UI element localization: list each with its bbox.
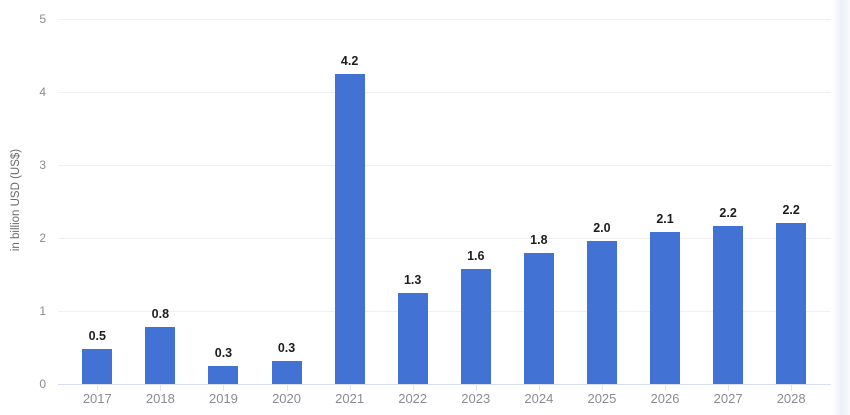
bar-value-label: 2.1 xyxy=(656,211,674,226)
bar-value-label: 0.5 xyxy=(88,328,106,343)
bar-value-label: 0.3 xyxy=(277,340,296,355)
bar-2021[interactable] xyxy=(334,73,365,384)
bar-value-label: 2.2 xyxy=(719,205,737,220)
bar-2019[interactable] xyxy=(208,365,239,384)
x-axis-tick xyxy=(97,384,99,391)
x-axis-tick xyxy=(349,384,351,391)
y-tick-label: 3 xyxy=(39,157,46,172)
bar-value-label: 1.6 xyxy=(467,248,485,263)
bar-2017[interactable] xyxy=(82,348,113,384)
bar-2018[interactable] xyxy=(145,326,176,384)
x-tick-label: 2019 xyxy=(208,391,238,406)
x-tick-label: 2020 xyxy=(272,391,301,406)
bar-value-label: 1.3 xyxy=(403,272,422,287)
y-tick-label: 4 xyxy=(39,84,46,99)
bar-2027[interactable] xyxy=(713,225,744,384)
x-tick-label: 2017 xyxy=(82,391,112,406)
bar-2023[interactable] xyxy=(460,268,491,384)
bar-value-label: 1.8 xyxy=(530,232,548,247)
y-tick-label: 5 xyxy=(39,11,46,26)
bar-2026[interactable] xyxy=(650,231,681,384)
bar-2020[interactable] xyxy=(271,360,302,384)
bar-value-label: 2.0 xyxy=(593,220,611,235)
x-axis-line xyxy=(58,383,831,385)
bar-2024[interactable] xyxy=(523,252,554,384)
bar-2022[interactable] xyxy=(397,292,428,384)
gridline xyxy=(58,18,831,20)
x-tick-label: 2027 xyxy=(713,391,743,406)
x-axis-tick xyxy=(791,384,793,391)
bar-value-label: 2.2 xyxy=(782,202,800,217)
bar-value-label: 0.8 xyxy=(151,306,170,321)
gridline xyxy=(58,237,831,239)
x-axis-tick xyxy=(475,384,477,391)
y-tick-label: 0 xyxy=(39,376,46,391)
y-tick-label: 2 xyxy=(39,230,46,245)
y-axis-title: in billion USD (US$) xyxy=(10,148,22,252)
x-tick-label: 2021 xyxy=(335,391,365,406)
x-tick-label: 2025 xyxy=(587,391,617,406)
x-tick-label: 2028 xyxy=(776,391,806,406)
x-tick-label: 2018 xyxy=(145,391,175,406)
bar-value-label: 4.2 xyxy=(340,53,359,68)
x-axis-tick xyxy=(728,384,730,391)
x-tick-label: 2024 xyxy=(524,391,554,406)
gridline xyxy=(58,164,831,166)
right-edge-fade xyxy=(832,0,850,415)
bar-2025[interactable] xyxy=(586,240,617,384)
x-axis-tick xyxy=(286,384,288,391)
x-tick-label: 2026 xyxy=(650,391,680,406)
gridline xyxy=(58,310,831,312)
x-axis-tick xyxy=(538,384,540,391)
gridline xyxy=(58,91,831,93)
x-axis-tick xyxy=(412,384,414,391)
x-axis-tick xyxy=(665,384,667,391)
bar-2028[interactable] xyxy=(776,222,807,384)
y-tick-label: 1 xyxy=(39,303,46,318)
bar-value-label: 0.3 xyxy=(214,345,233,360)
x-axis-tick xyxy=(160,384,162,391)
x-axis-tick xyxy=(601,384,603,391)
x-tick-label: 2023 xyxy=(461,391,491,406)
x-tick-label: 2022 xyxy=(398,391,428,406)
x-axis-tick xyxy=(223,384,225,391)
